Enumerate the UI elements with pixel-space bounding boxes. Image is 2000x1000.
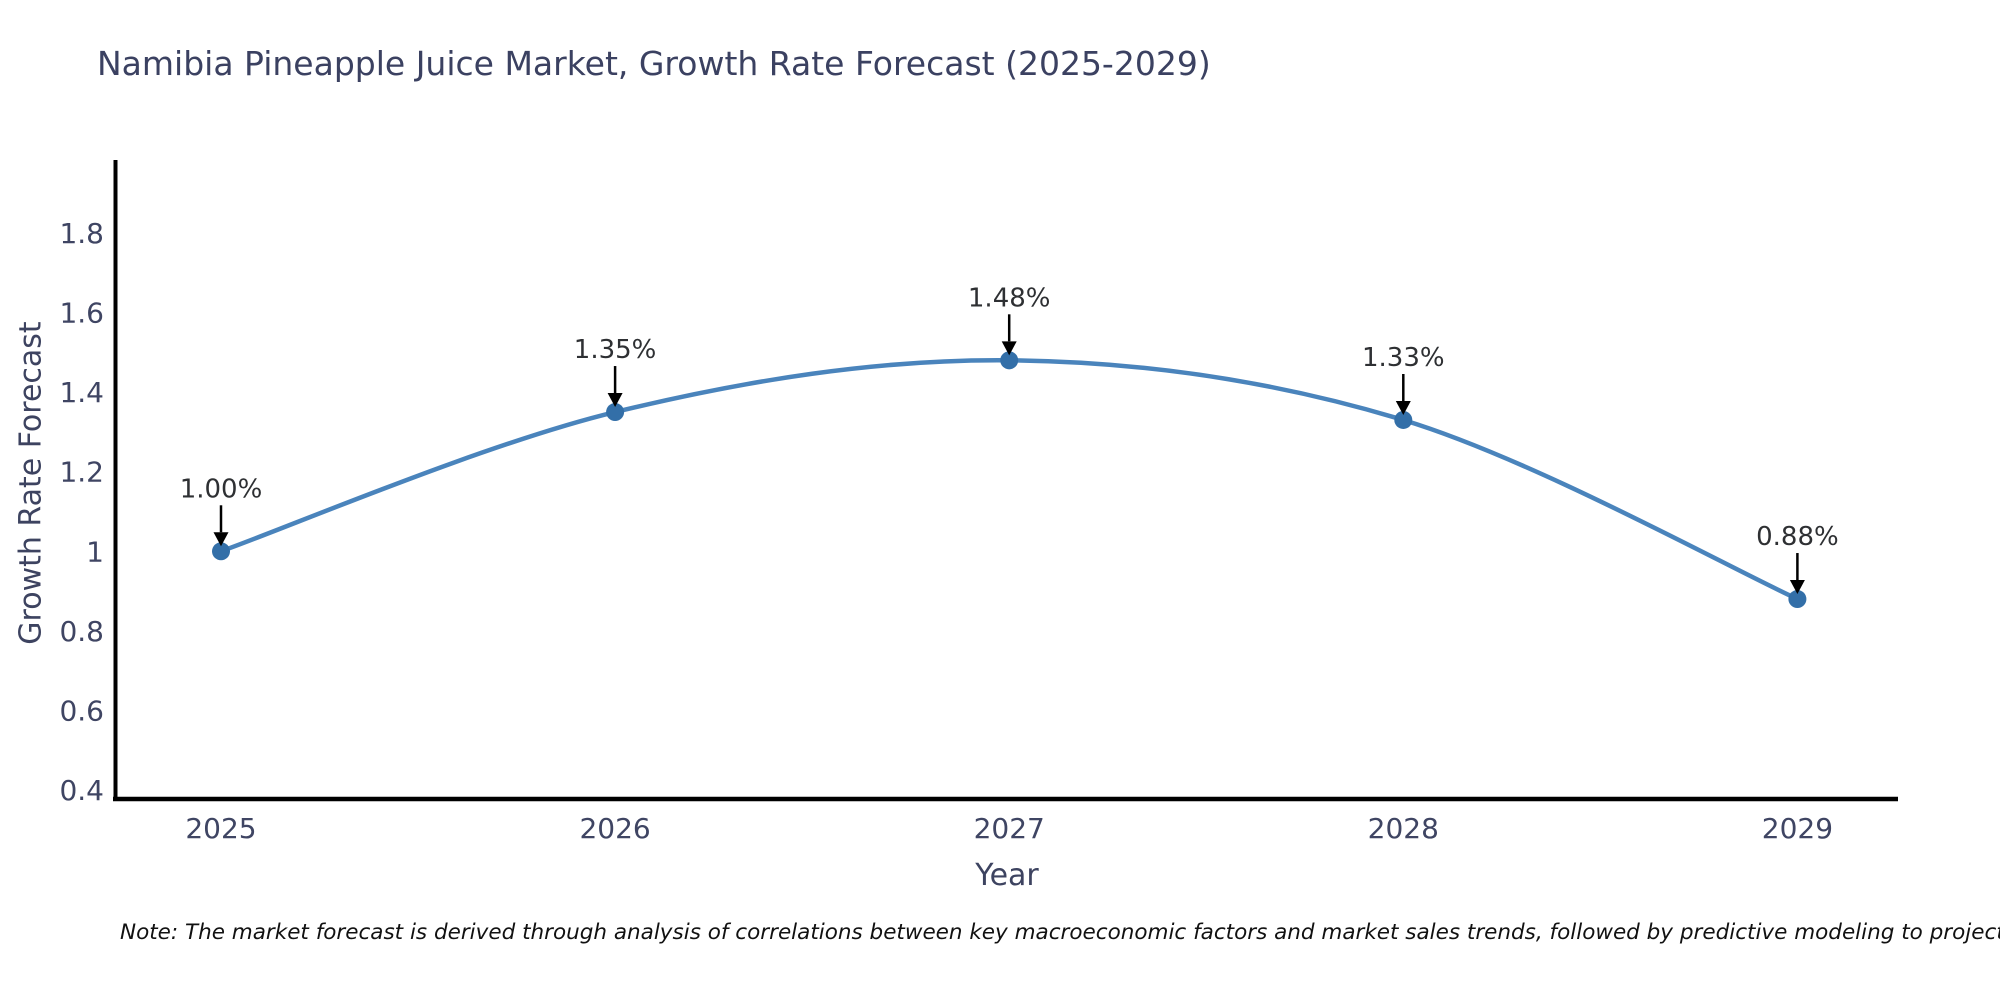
annotation-label: 1.35%: [574, 335, 657, 365]
annotation-arrow-head: [1789, 580, 1805, 595]
data-point-marker: [1394, 410, 1413, 429]
x-tick-label: 2025: [185, 812, 256, 845]
y-tick-label: 1.2: [59, 456, 104, 489]
annotation-arrow-head: [1001, 341, 1017, 356]
annotation-arrow-head: [1395, 400, 1411, 415]
annotation-arrow-head: [607, 393, 623, 408]
footnote: Note: The market forecast is derived thr…: [120, 920, 2000, 945]
y-tick-label: 0.8: [59, 615, 104, 648]
annotation-label: 0.88%: [1756, 522, 1839, 552]
annotation-label: 1.33%: [1362, 343, 1445, 373]
annotation-arrow-head: [213, 532, 229, 547]
data-point-marker: [606, 403, 625, 422]
x-tick-label: 2027: [974, 812, 1045, 845]
y-tick-label: 1.6: [59, 297, 104, 330]
annotation-label: 1.48%: [968, 283, 1051, 313]
x-tick-label: 2026: [579, 812, 650, 845]
y-tick-label: 1.4: [59, 376, 104, 409]
y-tick-label: 0.4: [59, 774, 104, 807]
x-tick-label: 2028: [1368, 812, 1439, 845]
y-tick-label: 1.8: [59, 217, 104, 250]
y-tick-label: 1: [86, 535, 104, 568]
x-tick-label: 2029: [1762, 812, 1833, 845]
data-point-marker: [1788, 590, 1807, 609]
data-point-marker: [1000, 351, 1019, 370]
annotation-label: 1.00%: [180, 474, 263, 504]
data-point-marker: [212, 542, 230, 561]
x-axis-title: Year: [975, 858, 1039, 893]
y-tick-label: 0.6: [59, 694, 104, 727]
chart-title: Namibia Pineapple Juice Market, Growth R…: [97, 44, 1211, 83]
forecast-line: [218, 358, 1800, 602]
